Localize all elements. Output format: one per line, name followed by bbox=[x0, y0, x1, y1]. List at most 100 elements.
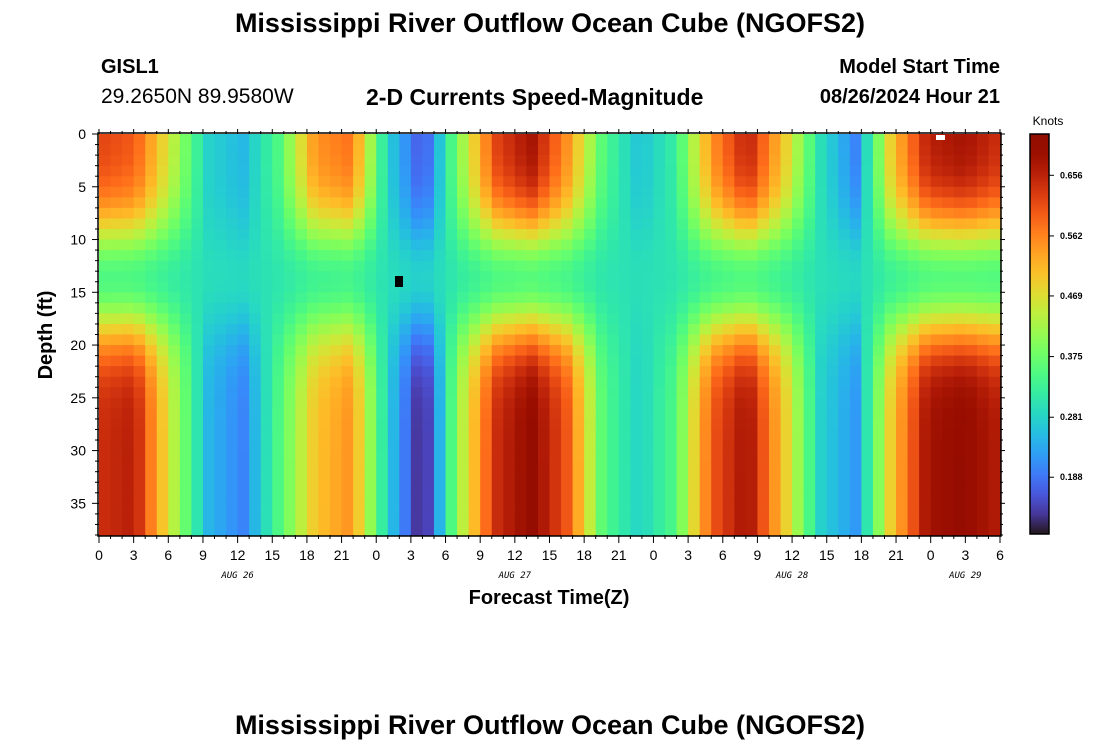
heatmap-cell bbox=[399, 155, 412, 167]
heatmap-cell bbox=[526, 292, 539, 304]
heatmap-cell bbox=[191, 429, 204, 441]
heatmap-cell bbox=[410, 524, 424, 536]
heatmap-cell bbox=[99, 271, 112, 283]
heatmap-cell bbox=[480, 228, 493, 241]
heatmap-cell bbox=[711, 366, 724, 378]
heatmap-cell bbox=[942, 186, 955, 198]
heatmap-cell bbox=[353, 218, 366, 230]
heatmap-cell bbox=[410, 440, 424, 452]
heatmap-cell bbox=[757, 313, 770, 325]
heatmap-cell bbox=[561, 281, 574, 293]
heatmap-cell bbox=[584, 418, 597, 431]
heatmap-cell bbox=[826, 271, 839, 283]
heatmap-cell bbox=[376, 524, 389, 536]
heatmap-cell bbox=[226, 408, 239, 420]
heatmap-cell bbox=[376, 134, 389, 146]
heatmap-cell bbox=[849, 144, 862, 156]
heatmap-cell bbox=[745, 292, 759, 304]
heatmap-cell bbox=[768, 376, 782, 388]
heatmap-cell bbox=[295, 471, 308, 483]
heatmap-cell bbox=[711, 471, 724, 483]
heatmap-cell bbox=[133, 513, 146, 526]
heatmap-cell bbox=[826, 461, 839, 473]
heatmap-cell bbox=[283, 513, 296, 526]
heatmap-cell bbox=[884, 155, 897, 167]
heatmap-cell bbox=[780, 165, 793, 177]
heatmap-cell bbox=[457, 397, 470, 409]
heatmap-cell bbox=[353, 387, 366, 399]
heatmap-cell bbox=[399, 144, 412, 156]
heatmap-cell bbox=[780, 134, 793, 146]
heatmap-cell bbox=[630, 376, 643, 388]
heatmap-cell bbox=[722, 134, 735, 146]
heatmap-cell bbox=[907, 271, 920, 283]
heatmap-cell bbox=[734, 345, 747, 357]
heatmap-cell bbox=[676, 387, 689, 399]
heatmap-cell bbox=[272, 292, 285, 304]
heatmap-cell bbox=[122, 366, 135, 378]
heatmap-cell bbox=[549, 503, 562, 515]
heatmap-cell bbox=[306, 239, 320, 251]
heatmap-cell bbox=[780, 323, 793, 336]
heatmap-cell bbox=[422, 165, 435, 177]
heatmap-cell bbox=[688, 134, 701, 146]
heatmap-cell bbox=[745, 197, 759, 209]
heatmap-cell bbox=[145, 228, 158, 241]
heatmap-cell bbox=[826, 281, 839, 293]
heatmap-cell bbox=[283, 260, 296, 272]
heatmap-cell bbox=[214, 165, 227, 177]
heatmap-cell bbox=[283, 471, 296, 483]
heatmap-cell bbox=[896, 186, 909, 198]
heatmap-cell bbox=[457, 503, 470, 515]
heatmap-cell bbox=[191, 482, 204, 494]
heatmap-cell bbox=[249, 186, 262, 198]
heatmap-cell bbox=[480, 250, 493, 262]
heatmap-cell bbox=[630, 218, 643, 230]
heatmap-cell bbox=[306, 408, 320, 420]
heatmap-cell bbox=[422, 376, 435, 388]
x-tick-label: 18 bbox=[854, 547, 870, 563]
heatmap-cell bbox=[699, 218, 712, 230]
heatmap-cell bbox=[607, 228, 620, 241]
heatmap-cell bbox=[849, 524, 862, 536]
heatmap-cell bbox=[214, 250, 227, 262]
heatmap-cell bbox=[410, 302, 424, 314]
heatmap-cell bbox=[376, 197, 389, 209]
heatmap-cell bbox=[191, 218, 204, 230]
heatmap-cell bbox=[919, 228, 932, 241]
heatmap-cell bbox=[896, 471, 909, 483]
heatmap-cell bbox=[792, 355, 805, 367]
heatmap-cell bbox=[896, 228, 909, 241]
heatmap-cell bbox=[318, 207, 331, 220]
heatmap-cell bbox=[861, 134, 874, 146]
heatmap-cell bbox=[907, 513, 920, 526]
heatmap-cell bbox=[838, 503, 851, 515]
heatmap-cell bbox=[942, 397, 955, 409]
heatmap-cell bbox=[745, 524, 759, 536]
heatmap-cell bbox=[514, 197, 527, 209]
heatmap-cell bbox=[930, 450, 943, 462]
heatmap-cell bbox=[930, 302, 943, 314]
heatmap-cell bbox=[468, 281, 481, 293]
heatmap-cell bbox=[792, 271, 805, 283]
heatmap-cell bbox=[226, 482, 239, 494]
heatmap-cell bbox=[341, 144, 354, 156]
heatmap-cell bbox=[572, 418, 585, 431]
heatmap-cell bbox=[826, 376, 839, 388]
heatmap-cell bbox=[907, 134, 920, 146]
heatmap-cell bbox=[491, 323, 504, 336]
heatmap-cell bbox=[237, 165, 250, 177]
heatmap-cell bbox=[249, 450, 262, 462]
heatmap-cell bbox=[792, 429, 805, 441]
heatmap-cell bbox=[295, 323, 308, 336]
heatmap-cell bbox=[249, 408, 262, 420]
heatmap-cell bbox=[780, 313, 793, 325]
heatmap-cell bbox=[156, 186, 169, 198]
heatmap-cell bbox=[468, 250, 481, 262]
heatmap-cell bbox=[491, 524, 504, 536]
heatmap-cell bbox=[237, 176, 250, 188]
heatmap-cell bbox=[630, 450, 643, 462]
heatmap-cell bbox=[815, 155, 828, 167]
heatmap-cell bbox=[249, 418, 262, 431]
heatmap-cell bbox=[595, 334, 608, 346]
